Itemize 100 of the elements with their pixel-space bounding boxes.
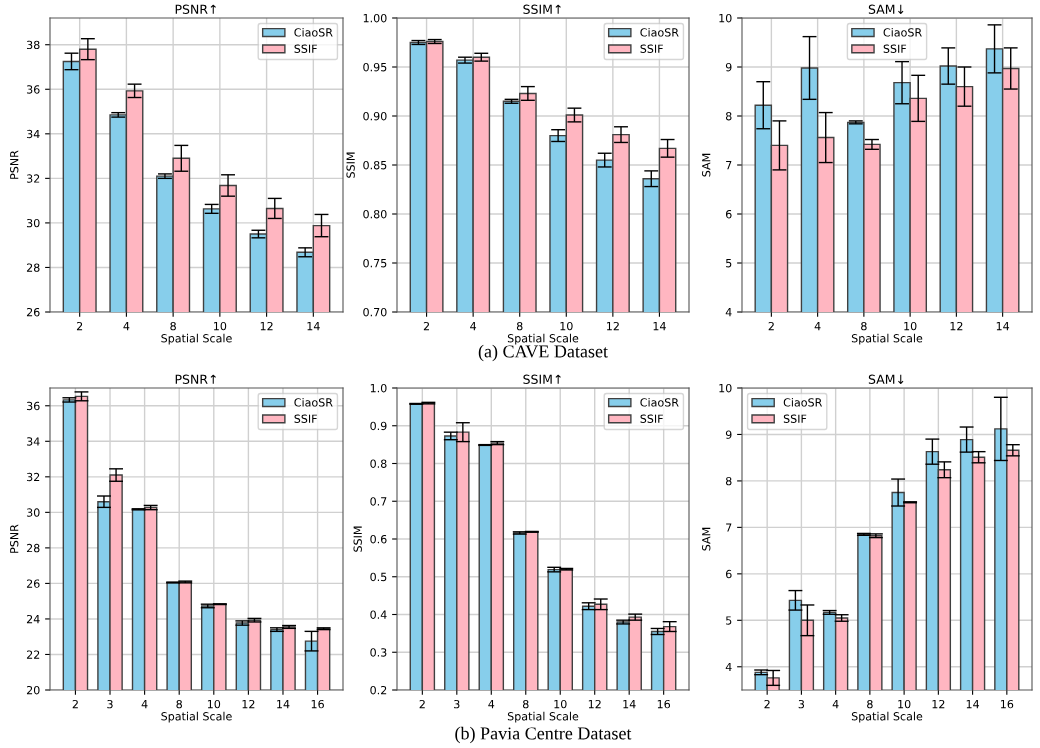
y-tick-label: 6: [725, 569, 732, 579]
x-tick-label: 14: [307, 322, 320, 331]
legend-label: SSIF: [783, 414, 807, 423]
x-tick-label: 16: [657, 699, 671, 709]
chart-title: SSIM↑: [523, 374, 561, 385]
x-tick-label: 2: [76, 321, 83, 331]
y-tick-label: 5: [726, 259, 732, 268]
chart-title: PSNR↑: [175, 374, 216, 385]
y-axis-title: SAM: [702, 527, 711, 551]
x-tick-label: 12: [242, 699, 255, 709]
y-tick-label: 20: [26, 685, 40, 695]
x-tick-label: 2: [768, 321, 774, 331]
x-tick-label: 3: [798, 699, 805, 709]
y-tick-label: 34: [26, 129, 40, 139]
x-tick-label: 4: [123, 322, 130, 331]
x-tick-label: 10: [904, 321, 917, 331]
x-tick-label: 14: [623, 700, 636, 709]
x-tick-label: 2: [72, 699, 78, 709]
legend-label: SSIF: [640, 414, 663, 423]
y-tick-label: 0.3: [370, 648, 387, 657]
x-tick-label: 8: [516, 321, 523, 331]
x-tick-label: 14: [277, 700, 290, 709]
x-tick-label: 2: [423, 321, 429, 331]
y-tick-label: 26: [26, 307, 40, 317]
chart-title: SAM↓: [868, 4, 904, 15]
legend-label: SSIF: [294, 44, 317, 53]
y-tick-label: 8: [725, 111, 732, 121]
x-axis-title: Spatial Scale: [507, 333, 579, 345]
x-tick-label: 12: [607, 321, 619, 331]
legend-label: CiaoSR: [640, 398, 679, 407]
legend-label: CiaoSR: [883, 28, 922, 37]
x-tick-label: 4: [488, 700, 495, 709]
y-tick-label: 28: [26, 543, 40, 553]
y-tick-label: 5: [726, 616, 732, 625]
y-tick-label: 7: [726, 523, 732, 532]
y-tick-label: 0.70: [363, 307, 387, 317]
y-axis-title: SSIM: [346, 152, 355, 178]
x-tick-label: 8: [176, 699, 182, 709]
y-tick-label: 4: [725, 308, 732, 317]
x-tick-label: 4: [141, 700, 148, 709]
x-axis-title: Spatial Scale: [507, 711, 579, 723]
y-tick-label: 36: [26, 85, 40, 94]
legend-label: CiaoSR: [294, 28, 333, 37]
y-axis-title: SAM: [702, 153, 711, 177]
x-tick-label: 4: [814, 322, 821, 331]
y-tick-label: 0.4: [370, 610, 387, 619]
x-axis-title: Spatial Scale: [851, 333, 923, 345]
x-axis-title: Spatial Scale: [161, 711, 232, 723]
text: (b) Pavia Centre Dataset: [455, 726, 632, 744]
y-tick-label: 0.90: [363, 111, 387, 121]
x-tick-label: 8: [522, 699, 529, 709]
text: (a) CAVE Dataset: [478, 344, 608, 362]
y-tick-label: 10: [719, 13, 732, 23]
y-axis-title: SSIM: [353, 526, 362, 552]
y-tick-label: 0.80: [363, 209, 387, 219]
y-tick-label: 32: [26, 472, 40, 482]
x-tick-label: 8: [861, 321, 867, 331]
y-tick-label: 0.9: [370, 421, 387, 431]
y-tick-label: 22: [26, 650, 40, 659]
chart-title: PSNR↑: [175, 4, 216, 15]
y-tick-label: 30: [26, 218, 40, 228]
y-tick-label: 30: [26, 508, 40, 517]
x-tick-label: 12: [950, 321, 963, 331]
y-axis-title: PSNR: [10, 150, 19, 179]
y-tick-label: 0.6: [370, 534, 387, 544]
y-tick-label: 32: [26, 174, 40, 183]
x-tick-label: 10: [898, 699, 911, 709]
x-tick-label: 12: [260, 321, 273, 331]
legend-label: SSIF: [640, 44, 663, 53]
legend-label: SSIF: [883, 44, 907, 53]
y-tick-label: 10: [719, 383, 732, 393]
x-tick-label: 12: [932, 699, 945, 709]
y-tick-label: 4: [725, 662, 732, 671]
x-tick-label: 14: [653, 322, 666, 331]
y-tick-label: 6: [725, 209, 732, 219]
y-tick-label: 24: [26, 614, 40, 624]
legend-label: SSIF: [294, 414, 317, 423]
y-tick-label: 0.5: [370, 572, 387, 582]
x-tick-label: 3: [107, 699, 113, 709]
y-tick-label: 28: [26, 263, 40, 272]
x-axis-title: Spatial Scale: [161, 333, 232, 345]
legend-label: CiaoSR: [640, 28, 679, 37]
y-tick-label: 1.00: [363, 13, 387, 23]
x-tick-label: 10: [214, 321, 227, 331]
x-tick-label: 10: [207, 699, 221, 709]
x-tick-label: 10: [554, 699, 567, 709]
y-axis-title: PSNR: [10, 524, 19, 553]
legend-label: CiaoSR: [783, 398, 823, 407]
x-axis-title: Spatial Scale: [851, 711, 923, 723]
y-tick-label: 0.95: [363, 62, 387, 72]
y-tick-label: 8: [725, 476, 732, 486]
y-tick-label: 7: [726, 161, 732, 170]
x-tick-label: 2: [764, 699, 770, 709]
x-tick-label: 4: [470, 322, 477, 331]
y-tick-label: 38: [26, 40, 40, 50]
y-tick-label: 9: [725, 430, 732, 439]
x-tick-label: 16: [311, 699, 324, 709]
x-tick-label: 12: [588, 699, 601, 709]
y-tick-label: 9: [725, 62, 732, 72]
chart-title: SAM↓: [868, 374, 904, 385]
